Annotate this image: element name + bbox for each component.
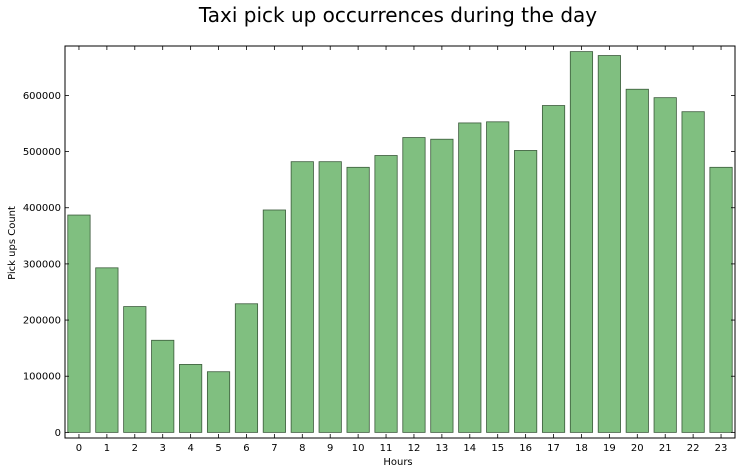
bar-hour-23: [709, 166, 733, 433]
x-tick-label: 12: [408, 443, 421, 454]
bar-hour-1: [95, 267, 119, 433]
bar-hour-11: [374, 155, 398, 433]
bar-hour-4: [179, 364, 203, 433]
y-tick-label: 0: [55, 428, 61, 439]
bar-hour-18: [569, 51, 594, 433]
x-tick-label: 10: [352, 443, 365, 454]
x-tick-label: 16: [519, 443, 532, 454]
bar-hour-17: [541, 105, 566, 433]
bar-hour-3: [151, 339, 175, 433]
x-tick-label: 21: [659, 443, 672, 454]
x-tick-label: 15: [491, 443, 504, 454]
bar-hour-20: [625, 88, 649, 433]
x-tick-label: 19: [603, 443, 616, 454]
y-tick-label: 300000: [23, 259, 61, 270]
x-tick-label: 17: [547, 443, 560, 454]
bars-group: [67, 51, 733, 433]
x-tick-label: 20: [631, 443, 644, 454]
bar-hour-5: [206, 371, 231, 433]
bar-hour-10: [346, 166, 370, 433]
bar-hour-9: [318, 161, 342, 433]
bar-hour-7: [262, 209, 286, 433]
y-tick-label: 600000: [23, 91, 61, 102]
bar-hour-12: [402, 137, 426, 433]
y-tick-label: 500000: [23, 147, 61, 158]
bar-hour-21: [653, 97, 677, 433]
chart-title: Taxi pick up occurrences during the day: [198, 3, 597, 27]
x-tick-label: 23: [715, 443, 728, 454]
x-tick-label: 1: [104, 443, 110, 454]
bar-hour-6: [234, 303, 259, 433]
x-axis-label: Hours: [383, 457, 412, 468]
bar-hour-2: [123, 306, 147, 433]
x-tick-label: 13: [436, 443, 449, 454]
y-tick-label: 100000: [23, 372, 61, 383]
x-tick-label: 8: [299, 443, 305, 454]
plot-frame: [64, 45, 736, 439]
bar-hour-14: [458, 122, 482, 433]
x-tick-label: 18: [575, 443, 588, 454]
bar-hour-19: [597, 55, 621, 433]
y-tick-label: 200000: [23, 316, 61, 327]
y-tick-label: 400000: [23, 203, 61, 214]
bar-hour-22: [681, 111, 705, 433]
bar-hour-13: [430, 138, 454, 433]
y-axis-label: Pick ups Count: [7, 206, 18, 280]
x-tick-label: 5: [215, 443, 221, 454]
x-tick-label: 22: [687, 443, 700, 454]
bar-hour-15: [486, 121, 510, 433]
x-axis-ticks: 0 1 2 3 4 5 6 7 8 9 10 11 12 13 14 15 16 17 18 19 20 21 22 23: [76, 46, 728, 454]
x-tick-label: 14: [463, 443, 476, 454]
x-tick-label: 11: [380, 443, 393, 454]
bar-hour-0: [67, 214, 91, 433]
x-tick-label: 0: [76, 443, 82, 454]
bar-hour-8: [290, 161, 314, 433]
bar-hour-16: [514, 150, 538, 433]
x-tick-label: 9: [327, 443, 333, 454]
x-tick-label: 7: [271, 443, 277, 454]
x-tick-label: 4: [187, 443, 193, 454]
y-axis-ticks: 0 100000 200000 300000 400000 500000 600000: [23, 91, 735, 439]
x-tick-label: 6: [243, 443, 249, 454]
x-tick-label: 2: [132, 443, 138, 454]
x-tick-label: 3: [160, 443, 166, 454]
